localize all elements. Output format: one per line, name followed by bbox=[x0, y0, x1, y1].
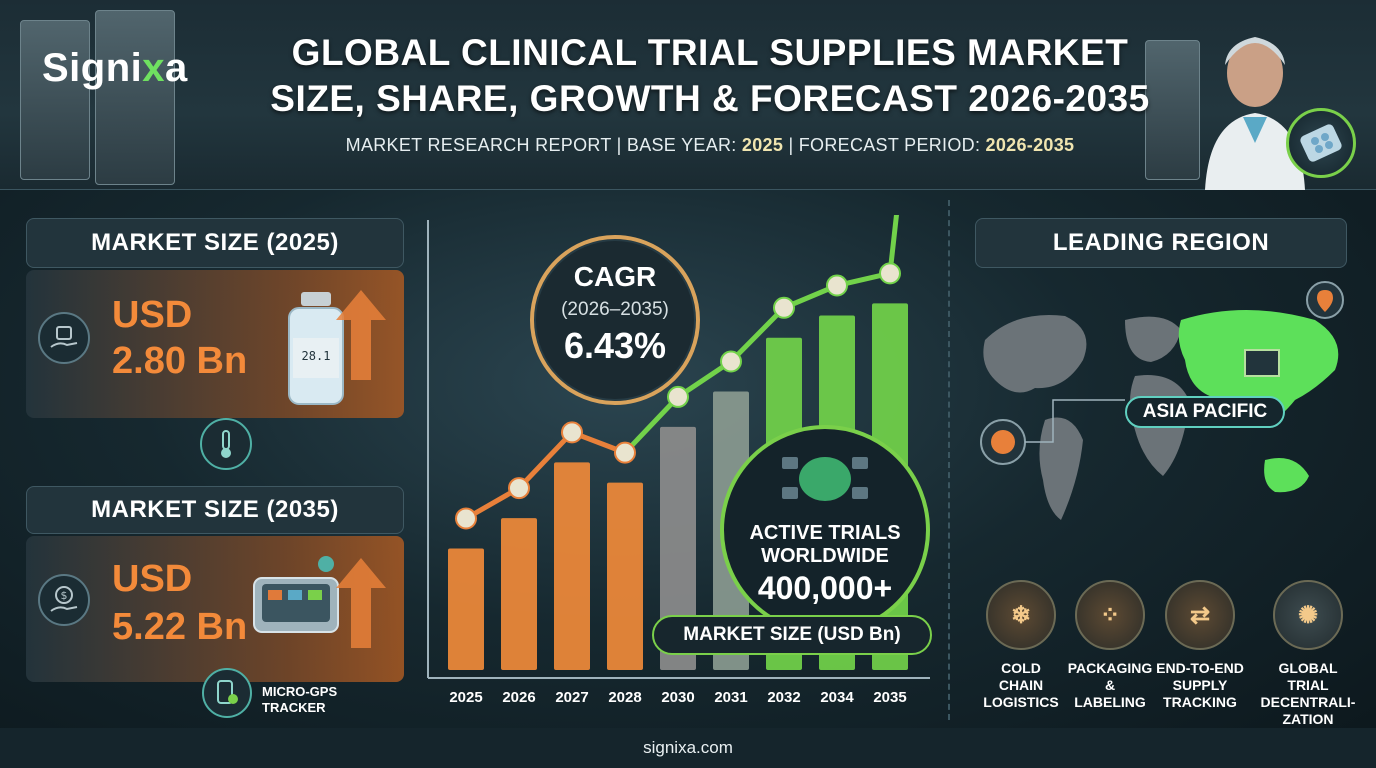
thermometer-icon bbox=[200, 418, 252, 470]
title-line-1: GLOBAL CLINICAL TRIAL SUPPLIES MARKET bbox=[291, 32, 1129, 73]
service-label-line: END-TO-END bbox=[1156, 660, 1244, 676]
bar-2025 bbox=[448, 548, 484, 670]
cold-box-icon: ❄ bbox=[986, 580, 1056, 650]
market-size-2025-card: USD 2.80 Bn 28.1 bbox=[26, 270, 404, 418]
service-label-line: ZATION bbox=[1282, 711, 1334, 727]
tracker-label-line-2: TRACKER bbox=[262, 700, 326, 715]
x-tick-label: 2032 bbox=[767, 689, 800, 706]
bar-2027 bbox=[554, 462, 590, 670]
x-tick-label: 2034 bbox=[820, 689, 854, 706]
service-label-line: COLD bbox=[1001, 660, 1041, 676]
medicine-vial-icon: 28.1 bbox=[288, 292, 344, 405]
x-tick-label: 2031 bbox=[714, 689, 747, 706]
service-label-line: & bbox=[1104, 677, 1116, 693]
market-size-2035-card: $ USD 5.22 Bn bbox=[26, 536, 404, 682]
trials-world-icon bbox=[782, 457, 868, 501]
service-decentralization: ✺ GLOBAL TRIAL DECENTRALI- ZATION bbox=[1260, 580, 1356, 728]
x-tick-label: 2028 bbox=[608, 689, 641, 706]
leading-region-title: LEADING REGION bbox=[975, 218, 1347, 268]
service-label-line: CHAIN bbox=[998, 677, 1044, 693]
hand-dollar-icon: $ bbox=[38, 574, 90, 626]
blister-pack-badge-icon bbox=[1286, 108, 1356, 178]
vial-label: 28.1 bbox=[302, 349, 331, 363]
trend-marker bbox=[561, 421, 583, 444]
divider bbox=[948, 200, 950, 720]
footer-url[interactable]: signixa.com bbox=[643, 738, 733, 757]
trials-line-2: WORLDWIDE bbox=[761, 545, 889, 567]
header-banner: Signixa GLOBAL CLINICAL TRIAL SUPPLIES M… bbox=[0, 0, 1376, 190]
active-trials-bubble: ACTIVE TRIALS WORLDWIDE 400,000+ bbox=[720, 425, 930, 635]
service-packaging: ⁘ PACKAGING & LABELING bbox=[1062, 580, 1158, 711]
x-tick-label: 2026 bbox=[502, 689, 535, 706]
market-size-2035-title: MARKET SIZE (2035) bbox=[26, 486, 404, 534]
cagr-period: (2026–2035) bbox=[561, 299, 669, 320]
subtitle-mid: | FORECAST PERIOD: bbox=[783, 135, 986, 155]
scientist-illustration bbox=[1205, 37, 1305, 190]
x-tick-label: 2030 bbox=[661, 689, 694, 706]
service-label-line: GLOBAL TRIAL bbox=[1278, 660, 1338, 693]
market-size-2025-currency: USD bbox=[112, 294, 193, 336]
lab-equipment-image bbox=[1145, 40, 1200, 180]
service-label-line: DECENTRALI- bbox=[1260, 694, 1356, 710]
footer: signixa.com bbox=[0, 728, 1376, 768]
signixa-logo: Signixa bbox=[42, 46, 188, 90]
trend-marker bbox=[720, 350, 742, 373]
page-subtitle: MARKET RESEARCH REPORT | BASE YEAR: 2025… bbox=[210, 135, 1210, 156]
trend-marker bbox=[667, 385, 689, 408]
cagr-bubble: CAGR (2026–2035) 6.43% bbox=[530, 235, 700, 405]
service-label-line: SUPPLY bbox=[1172, 677, 1228, 693]
cagr-title: CAGR bbox=[573, 261, 657, 292]
market-size-2035-value: 5.22 Bn bbox=[112, 606, 248, 648]
bar-2026 bbox=[501, 518, 537, 670]
trend-marker bbox=[773, 296, 795, 319]
cagr-value: 6.43% bbox=[563, 325, 667, 366]
trend-marker bbox=[614, 441, 636, 464]
trend-line-orange bbox=[463, 429, 628, 521]
x-tick-label: 2027 bbox=[555, 689, 588, 706]
lab-cabinet-image bbox=[20, 20, 90, 180]
blister-pack-icon: ⁘ bbox=[1075, 580, 1145, 650]
trend-marker bbox=[455, 507, 477, 530]
page-title: GLOBAL CLINICAL TRIAL SUPPLIES MARKET SI… bbox=[210, 30, 1210, 122]
market-size-chart: 2025 2026 2027 2028 2030 2031 2032 2034 2035 CAG… bbox=[420, 215, 940, 715]
market-size-2025-title: MARKET SIZE (2025) bbox=[26, 218, 404, 268]
trend-marker bbox=[508, 477, 530, 500]
growth-arrow-icon bbox=[336, 558, 386, 648]
title-line-2: SIZE, SHARE, GROWTH & FORECAST 2026-2035 bbox=[270, 78, 1150, 119]
service-label-line: LOGISTICS bbox=[983, 694, 1059, 710]
subtitle-prefix: MARKET RESEARCH REPORT | BASE YEAR: bbox=[345, 135, 742, 155]
micro-gps-tracker-label: MICRO-GPS TRACKER bbox=[262, 684, 337, 716]
gps-tracker-icon bbox=[202, 668, 252, 718]
forecast-period: 2026-2035 bbox=[985, 135, 1075, 155]
x-tick-label: 2035 bbox=[873, 689, 906, 706]
svg-text:$: $ bbox=[61, 589, 68, 602]
bar-2028 bbox=[607, 482, 643, 670]
trials-line-1: ACTIVE TRIALS bbox=[749, 522, 901, 544]
service-label-line: TRACKING bbox=[1163, 694, 1237, 710]
trend-marker bbox=[879, 262, 901, 285]
market-size-2025-value: 2.80 Bn bbox=[112, 340, 248, 382]
hand-chip-icon bbox=[38, 312, 90, 364]
tracking-flow-icon: ⇄ bbox=[1165, 580, 1235, 650]
base-year: 2025 bbox=[741, 135, 784, 155]
trials-value: 400,000+ bbox=[757, 570, 893, 606]
growth-arrow-icon bbox=[336, 290, 386, 380]
service-label-line: LABELING bbox=[1074, 694, 1146, 710]
service-label-line: PACKAGING bbox=[1067, 660, 1153, 676]
global-network-icon: ✺ bbox=[1273, 580, 1343, 650]
chart-legend-pill: MARKET SIZE (USD Bn) bbox=[652, 615, 932, 655]
market-size-2035-currency: USD bbox=[112, 558, 193, 600]
tracker-label-line-1: MICRO-GPS bbox=[262, 684, 338, 699]
supply-kit-case-icon bbox=[253, 556, 339, 633]
trend-marker bbox=[826, 274, 848, 297]
asia-pacific-label: ASIA PACIFIC bbox=[1125, 396, 1285, 428]
bar-2030 bbox=[660, 426, 696, 670]
service-cold-chain: ❄ COLD CHAIN LOGISTICS bbox=[973, 580, 1069, 711]
service-tracking: ⇄ END-TO-END SUPPLY TRACKING bbox=[1152, 580, 1248, 711]
factory-icon bbox=[1244, 349, 1280, 377]
lab-freezer-image bbox=[95, 10, 175, 185]
x-tick-label: 2025 bbox=[449, 689, 482, 706]
